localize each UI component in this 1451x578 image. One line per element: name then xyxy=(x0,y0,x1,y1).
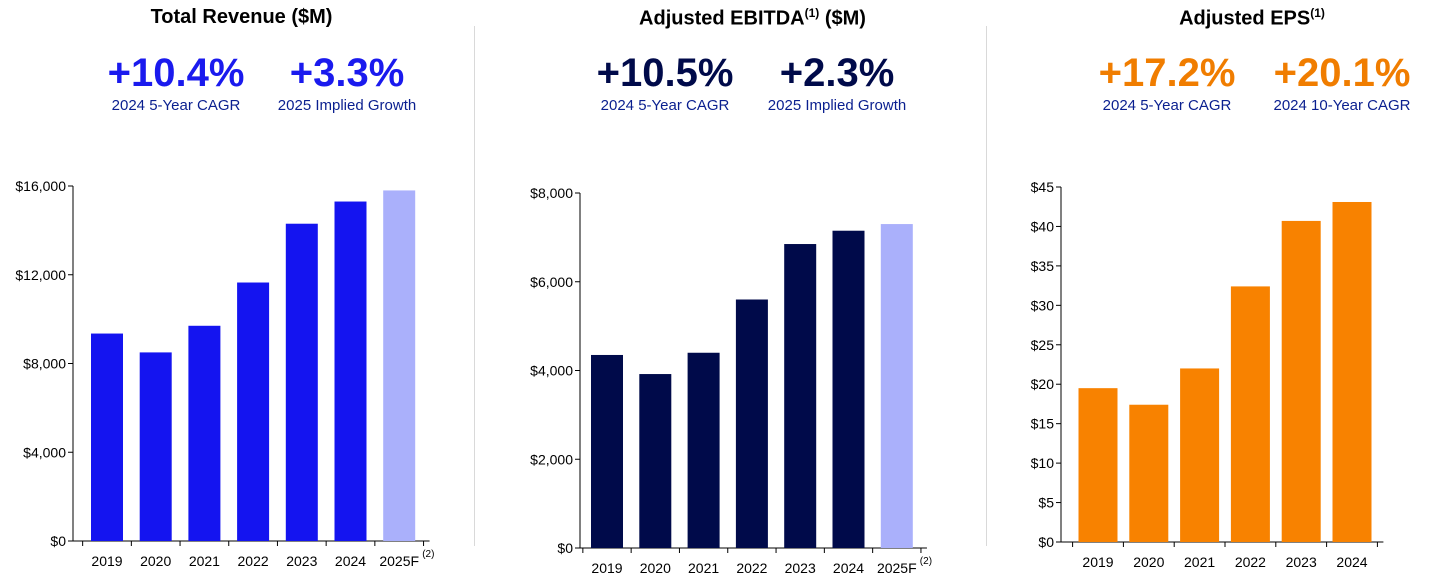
title-footnote: (1) xyxy=(1310,6,1325,20)
bar-2020 xyxy=(639,374,672,548)
y-tick-label: $20 xyxy=(1031,376,1055,392)
bar-2019 xyxy=(91,333,123,541)
panel-divider xyxy=(986,26,987,546)
bar-2020 xyxy=(1129,404,1169,542)
y-tick-label: $12,000 xyxy=(15,267,66,283)
y-tick-label: $6,000 xyxy=(530,274,573,290)
kpi-value: +10.4% xyxy=(107,51,245,95)
chart-title: Adjusted EBITDA(1) ($M) xyxy=(475,6,1030,31)
bar-2024 xyxy=(334,201,367,541)
title-footnote: (1) xyxy=(804,6,820,20)
bar-2025F xyxy=(383,190,416,541)
x-tick-label: 2021 xyxy=(1184,554,1215,570)
chart-2: $0 $5 $10 $15 $20 $25 $30 $35 $40 $45 2019 2020 2021… xyxy=(1031,179,1384,570)
bar-2023 xyxy=(784,244,817,548)
x-tick-label: 2021 xyxy=(688,560,719,576)
chart-0: $0 $4,000 $8,000 $12,000 $16,000 2019 2020 2021… xyxy=(15,178,434,569)
y-tick-label: $30 xyxy=(1031,297,1055,313)
x-label-footnote: (2) xyxy=(920,556,932,567)
y-tick-label: $0 xyxy=(50,533,66,549)
kpi-value: +17.2% xyxy=(1098,51,1236,95)
y-tick-label: $15 xyxy=(1031,416,1055,432)
chart-1: $0 $2,000 $4,000 $6,000 $8,000 2019 2020 2021 20… xyxy=(530,185,932,576)
kpi-label: 2024 5-Year CAGR xyxy=(600,97,730,114)
x-tick-label: 2020 xyxy=(1133,554,1164,570)
y-tick-label: $0 xyxy=(1038,534,1054,550)
y-tick-label: $45 xyxy=(1031,179,1055,195)
bar-2022 xyxy=(1230,286,1270,542)
x-tick-label: 2024 xyxy=(335,553,366,569)
chart-title-suffix: ($M) xyxy=(819,7,866,30)
bar-2025F xyxy=(880,224,913,548)
x-tick-label: 2025F xyxy=(379,553,419,569)
kpi-cagr: +10.4% 2024 5-Year CAGR xyxy=(96,50,256,114)
y-tick-label: $4,000 xyxy=(23,444,66,460)
x-tick-label: 2019 xyxy=(1082,554,1113,570)
bar-2024 xyxy=(1332,201,1372,542)
y-tick-label: $5 xyxy=(1038,495,1054,511)
kpi-label: 2025 Implied Growth xyxy=(767,97,907,114)
kpi-growth: +20.1% 2024 10-Year CAGR xyxy=(1257,50,1427,114)
kpi-cagr: +17.2% 2024 5-Year CAGR xyxy=(1087,50,1247,114)
x-tick-label: 2022 xyxy=(736,560,767,576)
bar-2021 xyxy=(687,352,720,548)
x-tick-label: 2023 xyxy=(785,560,816,576)
kpi-growth: +2.3% 2025 Implied Growth xyxy=(752,50,922,114)
y-tick-label: $8,000 xyxy=(23,356,66,372)
kpi-label: 2024 5-Year CAGR xyxy=(1102,97,1232,114)
x-tick-label: 2024 xyxy=(833,560,864,576)
x-tick-label: 2023 xyxy=(286,553,317,569)
panel-adjusted-ebitda: Adjusted EBITDA(1) ($M) +10.5% 2024 5-Ye… xyxy=(475,0,987,578)
chart-title-text: Adjusted EPS xyxy=(1179,7,1311,30)
x-label-footnote: (2) xyxy=(422,549,434,560)
x-tick-label: 2020 xyxy=(640,560,671,576)
x-tick-label: 2019 xyxy=(591,560,622,576)
bar-2019 xyxy=(591,354,623,548)
x-tick-label: 2023 xyxy=(1286,554,1317,570)
kpi-value: +3.3% xyxy=(289,51,405,95)
chart-title: Total Revenue ($M) xyxy=(9,6,474,29)
chart-title: Adjusted EPS(1) xyxy=(987,6,1451,31)
kpi-label: 2024 5-Year CAGR xyxy=(111,97,241,114)
kpi-label: 2024 10-Year CAGR xyxy=(1273,97,1411,114)
x-tick-label: 2022 xyxy=(238,553,269,569)
bar-2022 xyxy=(237,282,270,541)
y-tick-label: $4,000 xyxy=(530,363,573,379)
x-tick-label: 2020 xyxy=(140,553,171,569)
x-tick-label: 2025F xyxy=(877,560,917,576)
bar-2019 xyxy=(1078,388,1118,542)
x-tick-label: 2019 xyxy=(91,553,122,569)
panel-adjusted-eps: Adjusted EPS(1) +17.2% 2024 5-Year CAGR … xyxy=(987,0,1451,578)
bar-2020 xyxy=(139,352,172,541)
bar-2023 xyxy=(285,223,318,541)
chart-title-text: Total Revenue ($M) xyxy=(150,6,333,28)
y-tick-label: $35 xyxy=(1031,258,1055,274)
kpi-value: +20.1% xyxy=(1273,51,1411,95)
panel-total-revenue: Total Revenue ($M) +10.4% 2024 5-Year CA… xyxy=(0,0,475,578)
chart-title-text: Adjusted EBITDA xyxy=(639,7,805,30)
y-tick-label: $10 xyxy=(1031,455,1055,471)
y-tick-label: $40 xyxy=(1031,218,1055,234)
bar-2023 xyxy=(1281,220,1321,542)
y-tick-label: $16,000 xyxy=(15,178,66,194)
x-tick-label: 2021 xyxy=(189,553,220,569)
bar-2021 xyxy=(188,325,221,541)
kpi-value: +2.3% xyxy=(779,51,895,95)
bar-2022 xyxy=(735,299,768,548)
kpi-cagr: +10.5% 2024 5-Year CAGR xyxy=(585,50,745,114)
y-tick-label: $8,000 xyxy=(530,185,573,201)
bar-2024 xyxy=(832,230,865,548)
x-tick-label: 2022 xyxy=(1235,554,1266,570)
panel-divider xyxy=(474,26,475,546)
bar-2021 xyxy=(1180,368,1220,542)
kpi-value: +10.5% xyxy=(596,51,734,95)
x-tick-label: 2024 xyxy=(1336,554,1367,570)
y-tick-label: $0 xyxy=(557,540,573,556)
kpi-growth: +3.3% 2025 Implied Growth xyxy=(262,50,432,114)
y-tick-label: $25 xyxy=(1031,337,1055,353)
kpi-label: 2025 Implied Growth xyxy=(277,97,417,114)
y-tick-label: $2,000 xyxy=(530,451,573,467)
